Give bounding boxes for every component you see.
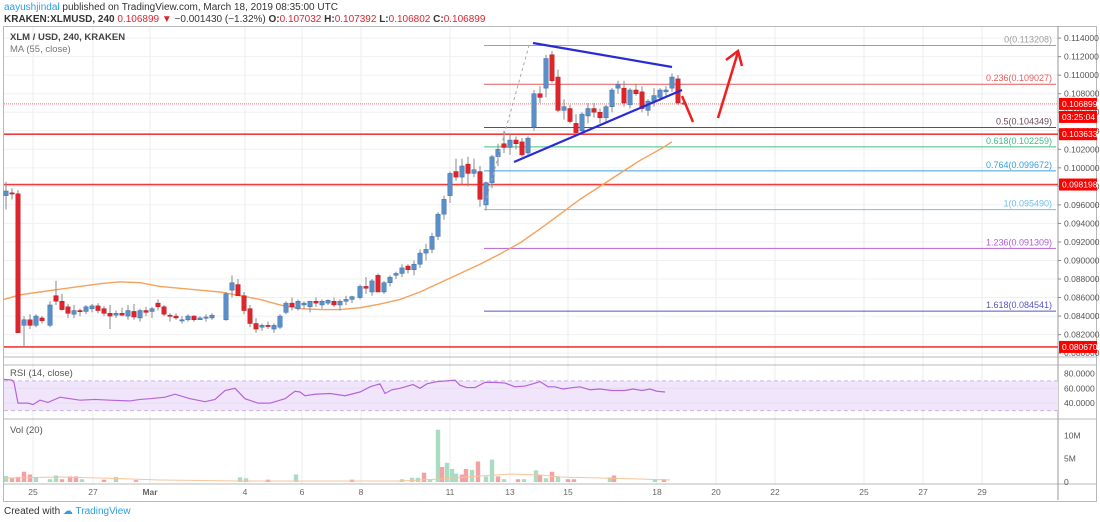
created-with-text: Created with bbox=[4, 506, 61, 517]
svg-text:13: 13 bbox=[505, 487, 515, 497]
svg-text:40.0000: 40.0000 bbox=[1064, 398, 1095, 408]
pane-separators bbox=[3, 26, 1097, 500]
down-triangle-icon: ▼ bbox=[161, 14, 172, 25]
svg-text:0.086000: 0.086000 bbox=[1064, 293, 1100, 303]
svg-text:60.0000: 60.0000 bbox=[1064, 383, 1095, 393]
svg-text:0.082000: 0.082000 bbox=[1064, 330, 1100, 340]
svg-text:5M: 5M bbox=[1064, 454, 1076, 464]
svg-text:6: 6 bbox=[300, 487, 305, 497]
svg-text:0: 0 bbox=[1064, 477, 1069, 487]
svg-text:0.618(0.102259): 0.618(0.102259) bbox=[986, 136, 1052, 146]
candlesticks bbox=[3, 51, 687, 348]
svg-text:0.110000: 0.110000 bbox=[1064, 70, 1099, 80]
svg-text:0.103633: 0.103633 bbox=[1062, 129, 1098, 139]
svg-text:0.088000: 0.088000 bbox=[1064, 274, 1100, 284]
tradingview-link[interactable]: TradingView bbox=[75, 506, 131, 517]
red-arrow-down-segment bbox=[680, 95, 695, 123]
fib-anchor-dashed bbox=[484, 41, 531, 205]
published-text: published on TradingView.com, March 18, … bbox=[62, 2, 338, 13]
open-value: 0.107032 bbox=[279, 14, 322, 25]
vol-legend: Vol (20) bbox=[10, 425, 43, 436]
svg-text:1.236(0.091309): 1.236(0.091309) bbox=[986, 237, 1052, 247]
svg-text:0.094000: 0.094000 bbox=[1064, 218, 1100, 228]
svg-text:25: 25 bbox=[28, 487, 38, 497]
price-change: −0.001430 (−1.32%) bbox=[174, 14, 266, 25]
svg-text:0.236(0.109027): 0.236(0.109027) bbox=[986, 73, 1052, 83]
high-value: 0.107392 bbox=[334, 14, 377, 25]
svg-text:27: 27 bbox=[88, 487, 98, 497]
svg-text:0.084000: 0.084000 bbox=[1064, 311, 1100, 321]
symbol-label: KRAKEN:XLMUSD, 240 bbox=[4, 14, 115, 25]
svg-text:03:25:04: 03:25:04 bbox=[1062, 112, 1095, 122]
low-value: 0.106802 bbox=[388, 14, 431, 25]
drawings bbox=[484, 41, 744, 205]
svg-text:0(0.113208): 0(0.113208) bbox=[1004, 34, 1052, 44]
svg-text:8: 8 bbox=[359, 487, 364, 497]
rsi-legend: RSI (14, close) bbox=[10, 368, 73, 379]
svg-text:0.096000: 0.096000 bbox=[1064, 200, 1100, 210]
svg-text:20: 20 bbox=[711, 487, 721, 497]
rsi-line bbox=[3, 378, 1058, 412]
ma-legend: MA (55, close) bbox=[10, 44, 71, 55]
svg-text:25: 25 bbox=[859, 487, 869, 497]
svg-text:0.114000: 0.114000 bbox=[1064, 33, 1099, 43]
svg-text:29: 29 bbox=[977, 487, 987, 497]
svg-text:0.080670: 0.080670 bbox=[1062, 342, 1098, 352]
svg-text:0.080000: 0.080000 bbox=[1064, 348, 1100, 358]
svg-text:4: 4 bbox=[243, 487, 248, 497]
moving-average-line bbox=[3, 141, 673, 311]
svg-text:0.5(0.104349): 0.5(0.104349) bbox=[996, 117, 1052, 127]
svg-text:0.100000: 0.100000 bbox=[1064, 163, 1100, 173]
svg-text:11: 11 bbox=[446, 487, 455, 497]
svg-text:10M: 10M bbox=[1064, 430, 1081, 440]
horizontal-lines bbox=[4, 103, 1058, 348]
fibonacci-retracement: 0(0.113208) 0.236(0.109027) 0.5(0.104349) 0… bbox=[484, 34, 1056, 312]
svg-text:27: 27 bbox=[918, 487, 928, 497]
svg-text:1(0.095490): 1(0.095490) bbox=[1003, 199, 1052, 209]
publish-info: aayushjindal published on TradingView.co… bbox=[4, 2, 338, 13]
svg-text:0.106899: 0.106899 bbox=[1062, 99, 1098, 109]
chart-frame[interactable] bbox=[3, 26, 1097, 502]
svg-text:1.618(0.084541): 1.618(0.084541) bbox=[986, 300, 1052, 310]
volume-bars bbox=[3, 429, 671, 482]
svg-text:18: 18 bbox=[652, 487, 662, 497]
footer: Created with ☁ TradingView bbox=[4, 506, 131, 517]
svg-text:22: 22 bbox=[770, 487, 780, 497]
red-arrow-up-segment bbox=[716, 51, 740, 119]
svg-text:0.112000: 0.112000 bbox=[1064, 52, 1099, 62]
svg-text:Mar: Mar bbox=[142, 487, 158, 497]
svg-text:15: 15 bbox=[563, 487, 573, 497]
grid-lines bbox=[4, 27, 1058, 484]
arrow-head-icon bbox=[725, 48, 744, 67]
author-link[interactable]: aayushjindal bbox=[4, 2, 60, 13]
triangle-lower-trendline bbox=[513, 88, 683, 164]
time-axis[interactable]: 25 27 Mar 4 6 8 11 13 15 18 20 22 25 27 29 bbox=[28, 487, 987, 497]
svg-text:0.102000: 0.102000 bbox=[1064, 144, 1100, 154]
svg-text:0.098198: 0.098198 bbox=[1062, 180, 1098, 190]
close-value: 0.106899 bbox=[443, 14, 486, 25]
symbol-info: KRAKEN:XLMUSD, 240 0.106899 ▼ −0.001430 … bbox=[4, 14, 486, 25]
triangle-upper-trendline bbox=[532, 41, 673, 69]
svg-text:0.764(0.099672): 0.764(0.099672) bbox=[986, 160, 1052, 170]
last-price: 0.106899 bbox=[117, 14, 160, 25]
price-axis[interactable]: 0.1140000.1120000.1100000.1080000.106000… bbox=[1058, 33, 1100, 487]
svg-text:80.0000: 80.0000 bbox=[1064, 368, 1095, 378]
price-pane-title: XLM / USD, 240, KRAKEN bbox=[10, 32, 126, 43]
svg-text:0.108000: 0.108000 bbox=[1064, 89, 1100, 99]
svg-text:0.092000: 0.092000 bbox=[1064, 237, 1100, 247]
tradingview-logo-icon: ☁ bbox=[62, 506, 73, 517]
svg-text:0.090000: 0.090000 bbox=[1064, 255, 1100, 265]
